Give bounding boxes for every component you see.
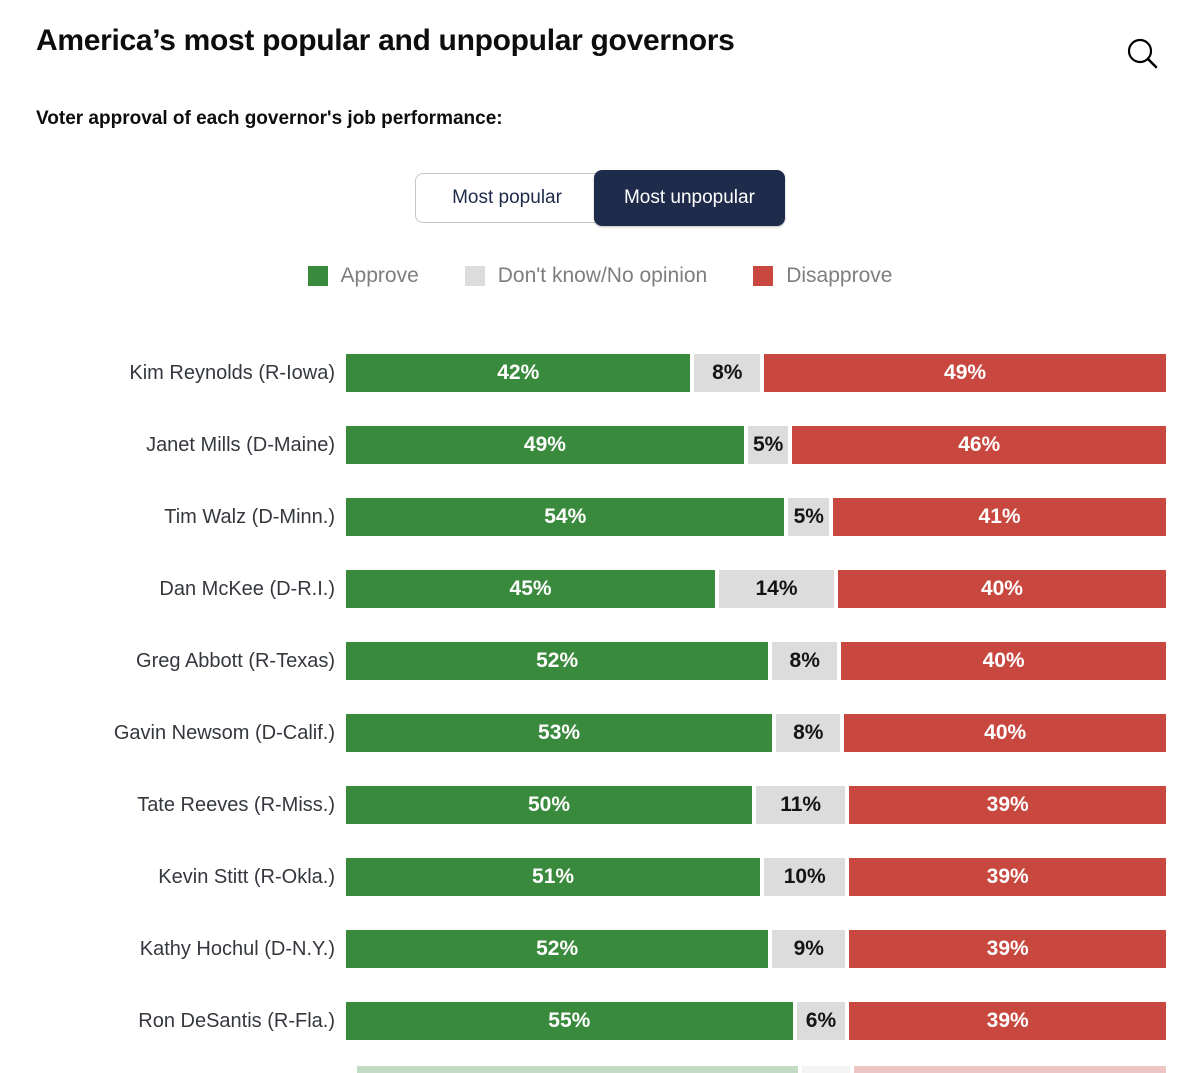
partial-bar-segment-dont_know	[801, 1066, 850, 1073]
bar-segment-disapprove[interactable]: 39%	[849, 786, 1166, 824]
stacked-bar: 53% 8% 40%	[346, 714, 1166, 752]
chart-row: Ron DeSantis (R-Fla.) 55% 6% 39%	[36, 1002, 1166, 1040]
bar-segment-dont_know[interactable]: 8%	[694, 354, 761, 392]
bar-segment-disapprove[interactable]: 46%	[792, 426, 1166, 464]
chart-row: Kim Reynolds (R-Iowa) 42% 8% 49%	[36, 354, 1166, 392]
bar-segment-approve[interactable]: 45%	[346, 570, 716, 608]
bar-segment-dont_know[interactable]: 14%	[719, 570, 834, 608]
governor-approval-chart: Kim Reynolds (R-Iowa) 42% 8% 49% Janet Mills…	[0, 354, 1200, 1040]
search-icon	[1124, 38, 1162, 77]
governor-label: Kevin Stitt (R-Okla.)	[158, 865, 335, 888]
bar-segment-disapprove[interactable]: 40%	[841, 642, 1166, 680]
legend-item-disapprove: Disapprove	[753, 264, 892, 288]
legend-item-approve: Approve	[307, 264, 419, 288]
bar-segment-approve[interactable]: 49%	[346, 426, 744, 464]
governor-label: Tate Reeves (R-Miss.)	[137, 793, 335, 816]
legend: Approve Don't know/No opinion Disapprove	[0, 264, 1200, 288]
bar-segment-disapprove[interactable]: 49%	[764, 354, 1166, 392]
governor-label: Greg Abbott (R-Texas)	[136, 649, 335, 672]
bar-segment-disapprove[interactable]: 39%	[849, 1002, 1166, 1040]
governor-label: Kathy Hochul (D-N.Y.)	[139, 937, 335, 960]
chart-row: Kevin Stitt (R-Okla.) 51% 10% 39%	[36, 858, 1167, 896]
stacked-bar: 55% 6% 39%	[346, 1002, 1166, 1040]
bar-segment-approve[interactable]: 50%	[346, 786, 752, 824]
bar-segment-disapprove[interactable]: 40%	[837, 570, 1166, 608]
stacked-bar: 50% 11% 39%	[346, 786, 1166, 824]
disapprove-swatch	[753, 266, 774, 286]
chart-row: Tate Reeves (R-Miss.) 50% 11% 39%	[36, 786, 1166, 824]
bar-segment-approve[interactable]: 54%	[346, 498, 785, 536]
partial-next-row	[357, 1066, 1166, 1073]
chart-subtitle: Voter approval of each governor's job pe…	[36, 108, 503, 129]
chart-row: Greg Abbott (R-Texas) 52% 8% 40%	[36, 642, 1166, 680]
header: America’s most popular and unpopular gov…	[0, 0, 1200, 74]
tab-most-popular[interactable]: Most popular	[415, 173, 598, 223]
bar-segment-approve[interactable]: 51%	[346, 858, 761, 896]
bar-segment-approve[interactable]: 53%	[346, 714, 773, 752]
chart-row: Kathy Hochul (D-N.Y.) 52% 9% 39%	[36, 930, 1166, 968]
governor-label: Gavin Newsom (D-Calif.)	[113, 721, 335, 744]
governor-label: Janet Mills (D-Maine)	[146, 433, 335, 456]
bar-segment-dont_know[interactable]: 5%	[788, 498, 830, 536]
tab-most-unpopular[interactable]: Most unpopular	[593, 170, 785, 226]
bar-segment-dont_know[interactable]: 8%	[772, 642, 838, 680]
governor-label: Tim Walz (D-Minn.)	[164, 505, 335, 528]
bar-segment-disapprove[interactable]: 40%	[844, 714, 1166, 752]
bar-segment-dont_know[interactable]: 11%	[756, 786, 846, 824]
chart-row: Tim Walz (D-Minn.) 54% 5% 41%	[36, 498, 1166, 536]
bar-segment-approve[interactable]: 42%	[346, 354, 691, 392]
governor-label: Dan McKee (D-R.I.)	[159, 577, 335, 600]
approve-swatch	[307, 266, 328, 286]
chart-row: Dan McKee (D-R.I.) 45% 14% 40%	[36, 570, 1166, 608]
page-title: America’s most popular and unpopular gov…	[36, 24, 735, 57]
bar-segment-approve[interactable]: 52%	[346, 930, 769, 968]
legend-label: Don't know/No opinion	[497, 264, 708, 287]
partial-bar-segment-approve	[357, 1066, 798, 1073]
governor-label: Ron DeSantis (R-Fla.)	[138, 1009, 335, 1032]
tab-toggle: Most popular Most unpopular	[0, 170, 1200, 226]
bar-segment-approve[interactable]: 55%	[346, 1002, 793, 1040]
chart-row: Gavin Newsom (D-Calif.) 53% 8% 40%	[36, 714, 1166, 752]
stacked-bar: 49% 5% 46%	[346, 426, 1166, 464]
bar-segment-disapprove[interactable]: 41%	[833, 498, 1166, 536]
stacked-bar: 52% 9% 39%	[346, 930, 1166, 968]
dont-know-swatch	[464, 266, 485, 286]
stacked-bar: 42% 8% 49%	[346, 354, 1166, 392]
chart-row: Janet Mills (D-Maine) 49% 5% 46%	[36, 426, 1166, 464]
governor-label: Kim Reynolds (R-Iowa)	[129, 361, 335, 384]
bar-segment-dont_know[interactable]: 8%	[776, 714, 841, 752]
search-button[interactable]	[1124, 36, 1162, 74]
stacked-bar: 45% 14% 40%	[346, 570, 1166, 608]
partial-bar-segment-disapprove	[853, 1066, 1166, 1073]
legend-label: Approve	[340, 264, 419, 287]
bar-segment-dont_know[interactable]: 5%	[747, 426, 789, 464]
bar-segment-approve[interactable]: 52%	[346, 642, 769, 680]
stacked-bar: 52% 8% 40%	[346, 642, 1166, 680]
legend-item-dont-know: Don't know/No opinion	[464, 264, 708, 288]
bar-segment-disapprove[interactable]: 39%	[849, 858, 1167, 896]
stacked-bar: 51% 10% 39%	[346, 858, 1167, 896]
bar-segment-disapprove[interactable]: 39%	[849, 930, 1166, 968]
bar-segment-dont_know[interactable]: 6%	[796, 1002, 846, 1040]
stacked-bar: 54% 5% 41%	[346, 498, 1166, 536]
bar-segment-dont_know[interactable]: 9%	[772, 930, 846, 968]
legend-label: Disapprove	[786, 264, 893, 287]
bar-segment-dont_know[interactable]: 10%	[764, 858, 846, 896]
